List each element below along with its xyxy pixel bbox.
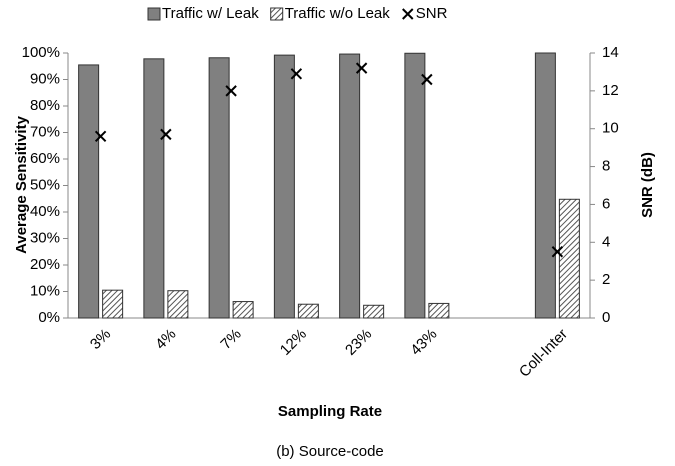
y2-tick-label: 2 [602,271,610,288]
y2-tick-label: 4 [602,233,610,250]
legend-label: Traffic w/o Leak [285,5,391,22]
y-tick-label: 100% [22,44,60,61]
y-tick-label: 90% [30,70,60,87]
snr-marker [160,128,172,141]
x-tick-label: 12% [277,326,310,359]
snr-marker [355,62,368,74]
snr-marker [290,68,303,80]
snr-marker [94,130,107,142]
x-tick-label: 23% [342,326,375,359]
y2-tick-label: 14 [602,44,619,61]
bar [404,52,426,319]
y-tick-label: 40% [30,203,60,220]
bar [297,303,319,319]
y-tick-label: 30% [30,229,60,246]
y-tick-label: 0% [38,309,60,326]
y-axis-title: Average Sensitivity [13,115,30,253]
y2-tick-label: 10 [602,120,619,137]
legend-label: Traffic w/ Leak [162,5,259,22]
snr-marker [551,246,564,258]
bar [534,52,556,319]
x-tick-label: 43% [407,326,440,359]
y2-axis-title: SNR (dB) [639,152,656,218]
bar [167,290,189,319]
x-tick-label: 3% [87,326,114,353]
bar [143,58,165,319]
x-tick-label: Coll-Inter [516,326,571,381]
y-tick-label: 60% [30,150,60,167]
x-axis-title: Sampling Rate [278,403,382,420]
snr-marker [225,85,237,97]
y-tick-label: 70% [30,123,60,140]
legend-marker [402,8,414,20]
legend-swatch [147,7,161,21]
x-tick-label: 7% [217,326,244,353]
y-tick-label: 20% [30,256,60,273]
legend-label: SNR [416,5,448,22]
y2-tick-label: 0 [602,309,610,326]
bar [558,198,580,319]
bar [208,57,230,319]
y2-tick-label: 12 [602,82,619,99]
y2-tick-label: 6 [602,195,610,212]
snr-marker [421,73,433,86]
x-tick-label: 4% [152,326,179,353]
subtitle: (b) Source-code [276,443,384,460]
bar [273,54,295,319]
bar [102,289,124,319]
legend-swatch [270,7,284,21]
bar [363,304,385,319]
y2-tick-label: 8 [602,158,610,175]
bar [339,53,361,319]
y-tick-label: 50% [30,176,60,193]
y-tick-label: 80% [30,97,60,114]
bar [78,64,100,319]
bar [232,301,254,319]
bar [428,302,450,319]
y-tick-label: 10% [30,282,60,299]
